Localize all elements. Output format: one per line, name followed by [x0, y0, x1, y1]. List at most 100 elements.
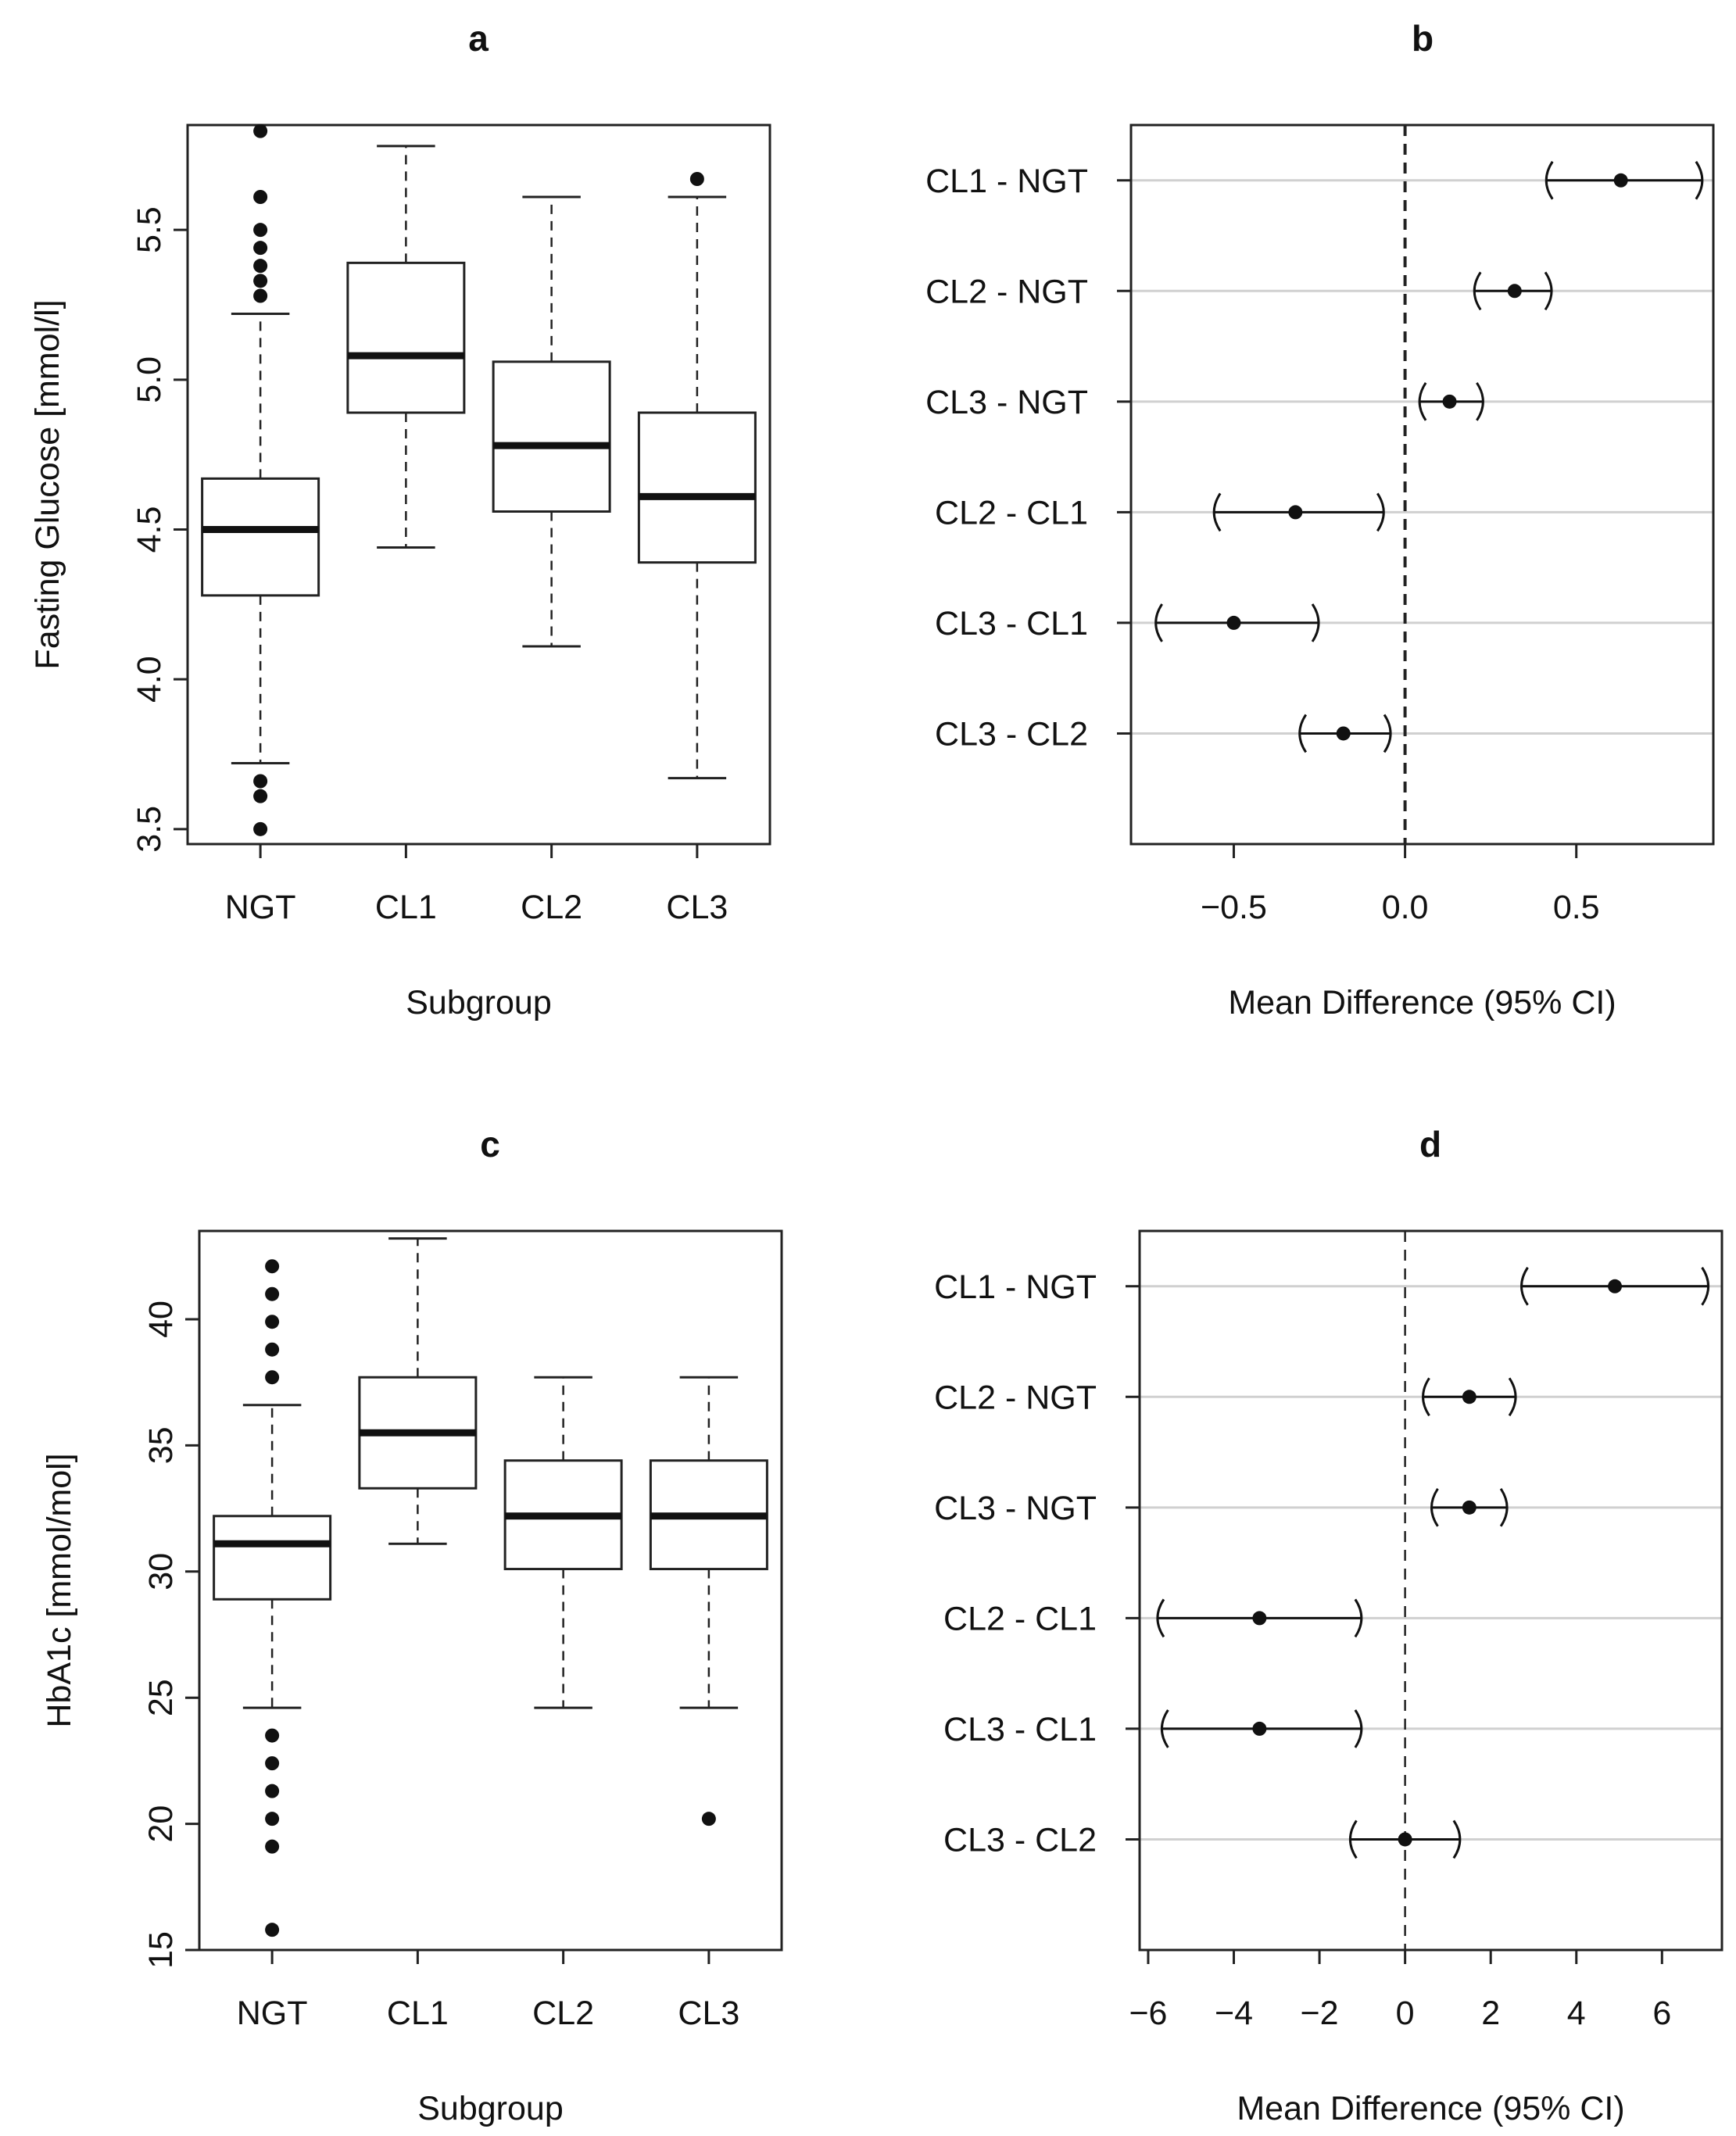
y-axis-label: Fasting Glucose [mmol/l] [29, 299, 66, 669]
ci-upper-bracket [1701, 1266, 1710, 1306]
comparison-label: CL3 - NGT [925, 384, 1088, 421]
ci-upper-bracket [1499, 1488, 1509, 1527]
ci-upper-bracket [1354, 1598, 1363, 1638]
ci-upper-bracket [1311, 603, 1320, 642]
ci-lower-bracket [1160, 1709, 1169, 1748]
x-tick-label: NGT [225, 889, 296, 926]
plot-frame [1138, 1229, 1723, 1952]
x-axis-label: Mean Difference (95% CI) [1237, 2090, 1624, 2127]
estimate-point [1252, 1721, 1267, 1736]
iqr-box [201, 477, 320, 597]
x-tick-label: CL1 [387, 1995, 449, 2032]
x-tick-label: −2 [1301, 1995, 1339, 2032]
plot-frame [186, 123, 771, 846]
comparison-label: CL3 - CL2 [935, 715, 1088, 753]
panel-title: c [480, 1124, 500, 1165]
ci-row [1473, 271, 1553, 311]
x-tick-label: CL1 [375, 889, 437, 926]
estimate-point [1462, 1390, 1476, 1404]
x-axis-label: Subgroup [417, 2090, 564, 2127]
ci-row [1422, 1377, 1517, 1417]
box-ngt [213, 1259, 332, 1937]
ci-upper-bracket [1476, 382, 1484, 421]
outlier-point [253, 123, 268, 138]
estimate-point [1398, 1832, 1412, 1847]
outlier-point [265, 1784, 280, 1798]
outlier-point [253, 190, 268, 204]
plot-frame [1129, 123, 1715, 846]
outlier-point [265, 1342, 280, 1357]
outlier-point [265, 1923, 280, 1937]
plot-frame [198, 1229, 783, 1952]
comparison-label: CL2 - NGT [934, 1379, 1097, 1416]
comparison-label: CL1 - NGT [934, 1268, 1097, 1306]
outlier-point [265, 1370, 280, 1385]
estimate-point [1226, 615, 1241, 630]
y-tick-label: 4.0 [131, 656, 168, 703]
estimate-point [1608, 1279, 1623, 1293]
comparison-label: CL3 - NGT [934, 1490, 1097, 1527]
x-tick-label: −6 [1129, 1995, 1167, 2032]
iqr-box [346, 261, 466, 414]
panel-title: d [1419, 1124, 1441, 1165]
ci-row [1160, 1709, 1363, 1748]
panel-title: b [1412, 18, 1434, 59]
comparison-label: CL2 - CL1 [943, 1600, 1097, 1637]
ci-row [1545, 160, 1704, 200]
x-tick-label: −4 [1215, 1995, 1253, 2032]
x-tick-label: CL2 [532, 1995, 594, 2032]
outlier-point [253, 821, 268, 836]
outlier-point [253, 223, 268, 238]
ci-upper-bracket [1544, 271, 1553, 311]
outlier-point [253, 241, 268, 256]
outlier-point [265, 1286, 280, 1301]
ci-upper-bracket [1452, 1819, 1462, 1859]
outlier-point [253, 288, 268, 303]
ci-lower-bracket [1473, 271, 1482, 311]
y-tick-label: 4.5 [131, 506, 168, 553]
outlier-point [265, 1315, 280, 1329]
outlier-point [253, 259, 268, 274]
ci-upper-bracket [1383, 714, 1392, 753]
outlier-point [701, 1812, 716, 1827]
ci-lower-bracket [1430, 1488, 1439, 1527]
box-cl2 [492, 195, 611, 648]
iqr-box [637, 411, 757, 564]
x-axis-label: Subgroup [406, 984, 552, 1021]
box-cl1 [346, 145, 466, 549]
ci-lower-bracket [1298, 714, 1308, 753]
outlier-point [689, 172, 704, 186]
ci-lower-bracket [1154, 603, 1163, 642]
estimate-point [1462, 1500, 1476, 1515]
comparison-label: CL3 - CL1 [943, 1711, 1097, 1748]
y-tick-label: 5.5 [131, 206, 168, 253]
outlier-point [265, 1839, 280, 1854]
comparison-label: CL2 - NGT [925, 273, 1088, 310]
comparison-label: CL3 - CL2 [943, 1821, 1097, 1859]
x-tick-label: 0.0 [1382, 889, 1429, 926]
x-tick-label: CL2 [521, 889, 582, 926]
ci-lower-bracket [1348, 1819, 1358, 1859]
box-ngt [201, 123, 320, 836]
ci-lower-bracket [1422, 1377, 1430, 1417]
x-tick-label: 6 [1652, 1995, 1671, 2032]
x-tick-label: CL3 [666, 889, 728, 926]
box-cl1 [358, 1237, 478, 1545]
box-cl2 [503, 1376, 623, 1709]
estimate-point [1613, 173, 1628, 188]
estimate-point [1252, 1611, 1267, 1626]
ci-lower-bracket [1418, 382, 1427, 421]
box-cl3 [649, 1376, 768, 1827]
estimate-point [1507, 284, 1522, 299]
outlier-point [253, 274, 268, 288]
outlier-point [265, 1728, 280, 1743]
y-tick-label: 30 [142, 1553, 180, 1590]
x-tick-label: 4 [1567, 1995, 1586, 2032]
ci-lower-bracket [1212, 492, 1222, 532]
ci-lower-bracket [1545, 160, 1554, 200]
x-tick-label: 2 [1481, 1995, 1500, 2032]
x-tick-label: 0.5 [1553, 889, 1600, 926]
y-axis-label: HbA1c [mmol/mol] [41, 1453, 78, 1727]
outlier-point [265, 1812, 280, 1827]
panel-title: a [468, 18, 489, 59]
